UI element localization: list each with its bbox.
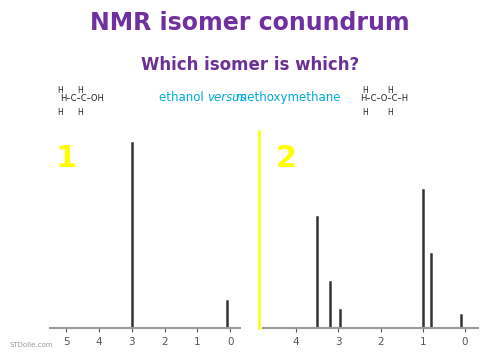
Text: Which isomer is which?: Which isomer is which?: [141, 56, 359, 74]
Text: H: H: [387, 108, 393, 118]
Text: ethanol: ethanol: [159, 91, 208, 103]
Text: H: H: [57, 85, 63, 95]
Text: methoxymethane: methoxymethane: [232, 91, 340, 103]
Text: 2: 2: [276, 144, 296, 173]
Text: H: H: [387, 85, 393, 95]
Text: H: H: [362, 108, 368, 118]
Text: versus: versus: [208, 91, 246, 103]
Text: H–C–C–OH: H–C–C–OH: [60, 94, 104, 103]
Text: H: H: [77, 85, 83, 95]
Text: H: H: [362, 85, 368, 95]
Text: 1: 1: [56, 144, 77, 173]
Text: H: H: [57, 108, 63, 118]
Text: STDolle.com: STDolle.com: [10, 342, 54, 348]
Text: H: H: [77, 108, 83, 118]
Text: NMR isomer conundrum: NMR isomer conundrum: [90, 11, 410, 35]
Text: H–C–O–C–H: H–C–O–C–H: [360, 94, 408, 103]
